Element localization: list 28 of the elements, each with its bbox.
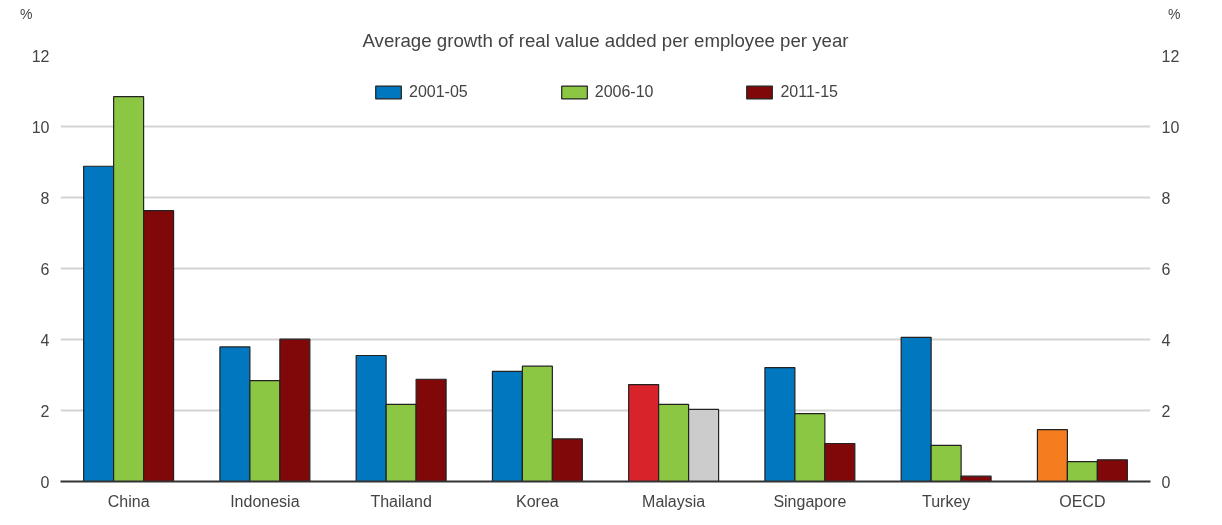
y-tick-label: 10 xyxy=(31,118,50,136)
y-tick-label: 6 xyxy=(40,260,50,278)
chart-title: Average growth of real value added per employee per year xyxy=(362,29,849,51)
y-tick-label: 4 xyxy=(40,331,50,349)
y2-tick-label: 6 xyxy=(1161,260,1171,278)
y2-tick-label: 10 xyxy=(1161,118,1180,136)
y-axis-title: % xyxy=(20,5,33,24)
y2-tick-label: 2 xyxy=(1161,402,1171,420)
y-tick-label: 2 xyxy=(40,402,50,420)
x-tick-label: China xyxy=(107,492,150,510)
x-tick-label: OECD xyxy=(1059,492,1106,510)
x-tick-label: Indonesia xyxy=(230,492,300,510)
legend-label: 2011-15 xyxy=(780,83,838,101)
x-tick-label: Turkey xyxy=(921,492,971,510)
y2-tick-label: 8 xyxy=(1161,189,1171,207)
y-tick-label: 8 xyxy=(40,189,50,207)
y2-tick-label: 0 xyxy=(1161,473,1171,491)
y2-tick-label: 12 xyxy=(1161,47,1180,65)
x-tick-label: Singapore xyxy=(773,492,847,510)
legend-label: 2001-05 xyxy=(409,83,468,101)
x-tick-label: Thailand xyxy=(370,492,432,510)
x-tick-label: Korea xyxy=(516,492,559,510)
legend-label: 2006-10 xyxy=(594,83,654,101)
y-tick-label: 12 xyxy=(31,47,50,65)
y2-axis-title: % xyxy=(1168,5,1181,24)
y2-tick-label: 4 xyxy=(1161,331,1171,349)
x-tick-label: Malaysia xyxy=(642,492,706,510)
y-tick-label: 0 xyxy=(40,473,50,491)
